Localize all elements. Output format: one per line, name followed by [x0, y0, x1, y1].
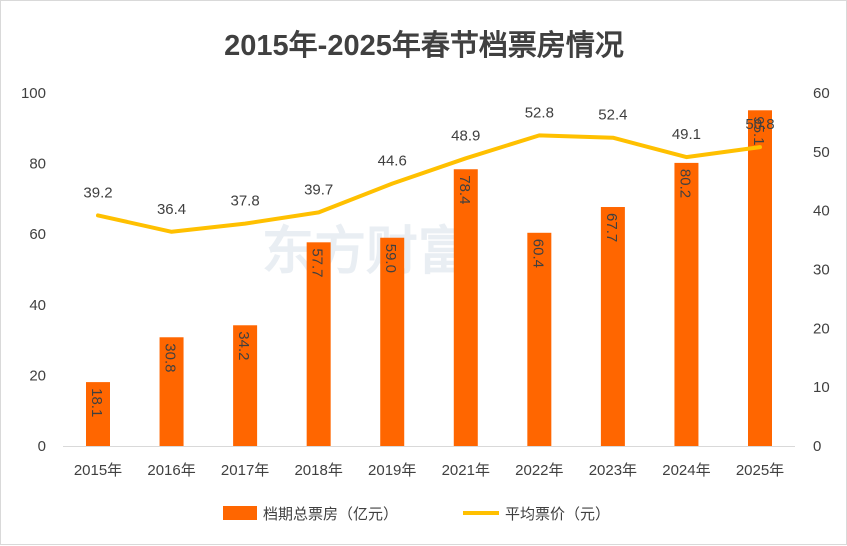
left-axis-tick: 100 — [21, 85, 46, 102]
left-axis-tick: 80 — [29, 156, 46, 173]
bar-label: 95.1 — [750, 116, 767, 145]
bar-label: 57.7 — [309, 248, 326, 277]
line-label: 48.9 — [451, 127, 480, 144]
x-axis-tick: 2019年 — [368, 462, 416, 479]
legend-bar-label: 档期总票房（亿元） — [263, 506, 398, 523]
right-axis-tick: 50 — [813, 144, 830, 161]
x-axis-tick: 2022年 — [515, 462, 563, 479]
line-label: 39.7 — [304, 181, 333, 198]
bar-label: 60.4 — [529, 239, 546, 268]
legend-line-label: 平均票价（元） — [505, 506, 610, 523]
bar — [748, 110, 772, 446]
bar-label: 67.7 — [603, 213, 620, 242]
line-labels: 39.2 36.4 37.8 39.7 44.6 48.9 52.8 52.4 49.1 50.8 — [83, 104, 774, 217]
left-axis-tick: 60 — [29, 226, 46, 243]
bar-labels: 18.1 30.8 34.2 57.7 59.0 78.4 60.4 67.7 80.2 95.1 — [88, 116, 767, 417]
line-label: 39.2 — [83, 184, 112, 201]
right-axis-tick: 0 — [813, 438, 821, 455]
bar — [600, 207, 625, 446]
x-axis-tick: 2021年 — [442, 462, 490, 479]
legend-bar-swatch — [223, 506, 257, 520]
chart-title: 2015年-2025年春节档票房情况 — [224, 28, 624, 62]
line-label: 50.8 — [745, 116, 774, 133]
bar — [159, 337, 184, 446]
x-axis-tick: 2025年 — [736, 462, 784, 479]
left-axis-tick: 0 — [38, 438, 46, 455]
bar-label: 34.2 — [235, 331, 252, 360]
x-axis-tick: 2024年 — [662, 462, 710, 479]
bar — [380, 237, 405, 446]
bar — [453, 169, 478, 447]
line-label: 36.4 — [157, 201, 186, 218]
line-label: 52.4 — [598, 107, 627, 124]
bar-series — [86, 110, 772, 447]
watermark: 东方财富 — [262, 222, 470, 282]
x-axis-tick: 2015年 — [74, 462, 122, 479]
right-axis-tick: 10 — [813, 379, 830, 396]
x-axis-tick: 2023年 — [589, 462, 637, 479]
bar-label: 30.8 — [162, 343, 179, 372]
x-axis-tick: 2018年 — [294, 462, 342, 479]
right-axis: 0 10 20 30 40 50 60 — [813, 85, 830, 455]
line-label: 52.8 — [525, 104, 554, 121]
bar-label: 78.4 — [456, 175, 473, 204]
bar — [306, 242, 331, 446]
average-price-line — [96, 133, 762, 234]
right-axis-tick: 60 — [813, 85, 830, 102]
line-label: 44.6 — [378, 153, 407, 170]
line-label: 49.1 — [672, 126, 701, 143]
bar-label: 80.2 — [676, 169, 693, 198]
right-axis-tick: 20 — [813, 320, 830, 337]
line-label: 37.8 — [231, 193, 260, 210]
bar-label: 59.0 — [382, 244, 399, 273]
left-axis-tick: 20 — [29, 367, 46, 384]
bar — [674, 162, 699, 447]
bar-label: 18.1 — [88, 388, 105, 417]
bar — [86, 382, 110, 446]
x-axis-tick: 2016年 — [147, 462, 195, 479]
left-axis-tick: 40 — [29, 297, 46, 314]
x-axis: 2015年 2016年 2017年 2018年 2019年 2021年 2022年 2023年… — [74, 462, 784, 479]
legend: 档期总票房（亿元） 平均票价（元） — [223, 506, 610, 523]
right-axis-tick: 40 — [813, 203, 830, 220]
bar — [527, 232, 552, 446]
x-axis-tick: 2017年 — [221, 462, 269, 479]
left-axis: 0 20 40 60 80 100 — [21, 85, 46, 455]
bar — [233, 325, 258, 446]
right-axis-tick: 30 — [813, 262, 830, 279]
